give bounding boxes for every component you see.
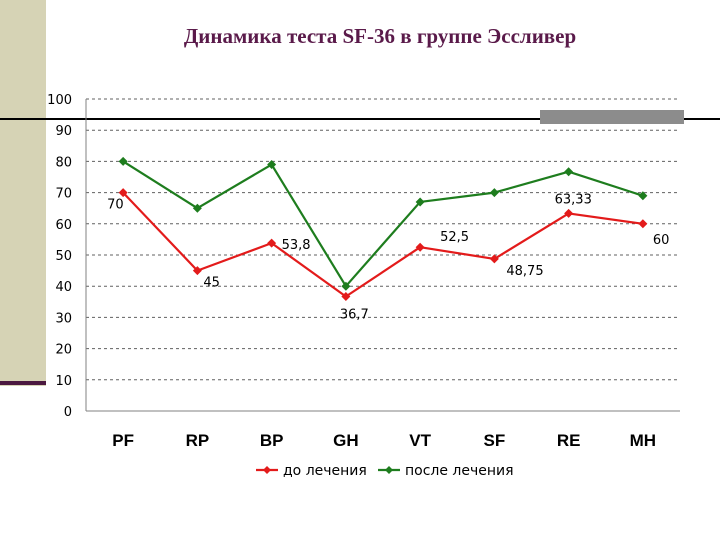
y-tick-label: 10: [55, 374, 72, 389]
series-line-1: [122, 191, 644, 298]
data-label: 52,5: [440, 230, 469, 245]
x-tick-labels: PF RP BP GH VT SF RE MH: [112, 431, 656, 450]
data-point: [564, 167, 574, 177]
y-tick-label: 0: [64, 405, 72, 420]
data-point: [267, 238, 277, 248]
data-label: 63,33: [555, 192, 592, 207]
data-point: [638, 219, 648, 229]
x-tick-label: BP: [260, 431, 284, 450]
data-point: [267, 160, 277, 170]
data-label: 53,8: [282, 238, 311, 253]
y-tick-label: 30: [55, 311, 72, 326]
x-tick-label: GH: [333, 431, 359, 450]
data-point: [118, 156, 128, 166]
data-point: [192, 203, 202, 213]
y-tick-label: 20: [55, 343, 72, 358]
data-label: 45: [203, 276, 220, 291]
data-point: [192, 266, 202, 276]
data-point: [415, 242, 425, 252]
chart-title: Динамика теста SF-36 в группе Эссливер: [183, 24, 577, 48]
legend-marker: [263, 466, 271, 474]
y-tick-label: 60: [55, 218, 72, 233]
legend-marker: [385, 466, 393, 474]
data-label: 48,75: [506, 264, 543, 279]
data-point: [564, 208, 574, 218]
x-tick-label: MH: [630, 431, 656, 450]
x-tick-label: VT: [409, 431, 431, 450]
legend: до лечения после лечения: [256, 463, 514, 479]
left-decorative-line: [0, 381, 46, 385]
data-point: [638, 191, 648, 201]
data-point: [489, 188, 499, 198]
data-label: 36,7: [340, 307, 369, 322]
y-tick-label: 70: [55, 187, 72, 202]
y-tick-label: 80: [55, 155, 72, 170]
data-label: 70: [107, 198, 124, 213]
series-line-2: [122, 160, 644, 288]
top-rule: [0, 118, 720, 120]
data-point: [341, 291, 351, 301]
x-tick-label: RP: [186, 431, 210, 450]
series-points: [118, 156, 648, 301]
left-decorative-bar: [0, 0, 46, 386]
data-point: [341, 281, 351, 291]
data-point: [118, 188, 128, 198]
data-point: [415, 197, 425, 207]
y-tick-labels: 0 10 20 30 40 50 60 70 80 90 100: [47, 93, 72, 420]
series-lines: [122, 160, 644, 298]
data-point: [489, 254, 499, 264]
legend-label: до лечения: [283, 463, 367, 479]
data-label: 60: [653, 233, 670, 248]
data-labels: 70 45 53,8 36,7 52,5 48,75 63,33 60: [107, 192, 669, 322]
y-tick-label: 50: [55, 249, 72, 264]
legend-label: после лечения: [405, 463, 514, 479]
y-tick-label: 90: [55, 124, 72, 139]
grey-block: [540, 110, 684, 124]
x-tick-label: PF: [112, 431, 134, 450]
x-tick-label: RE: [557, 431, 581, 450]
y-tick-label: 40: [55, 280, 72, 295]
grid-lines: [86, 98, 680, 381]
x-tick-label: SF: [484, 431, 506, 450]
y-tick-label: 100: [47, 93, 72, 108]
